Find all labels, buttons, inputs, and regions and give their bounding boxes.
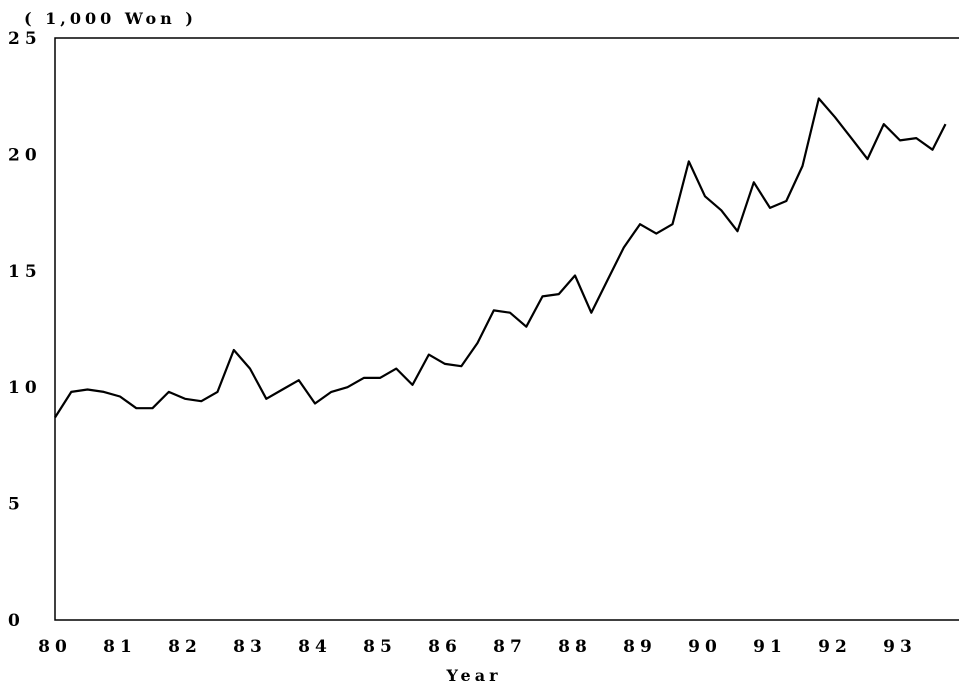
- plot-frame: [54, 37, 959, 621]
- x-tick-label: 86: [428, 637, 462, 657]
- x-axis-label: Year: [445, 666, 501, 685]
- y-tick-label: 10: [8, 378, 42, 398]
- y-axis-unit-label: ( 1,000 Won ): [24, 9, 197, 28]
- y-tick-label: 15: [8, 262, 42, 282]
- y-tick-label: 25: [8, 29, 42, 49]
- x-tick-label: 80: [38, 637, 72, 657]
- x-axis: 80 81 82 83 84 85 86 87 88 89 90 91 92 93: [38, 637, 917, 657]
- y-tick-label: 5: [8, 495, 25, 515]
- x-tick-label: 88: [558, 637, 592, 657]
- y-tick-label: 20: [8, 145, 42, 165]
- x-tick-label: 90: [688, 637, 722, 657]
- y-tick-label: 0: [8, 611, 25, 631]
- x-tick-label: 82: [168, 637, 202, 657]
- x-tick-label: 93: [883, 637, 917, 657]
- x-tick-label: 92: [818, 637, 852, 657]
- x-tick-label: 81: [103, 637, 137, 657]
- x-tick-label: 84: [298, 637, 332, 657]
- y-axis: 0 5 10 15 20 25: [8, 29, 42, 631]
- x-tick-label: 85: [363, 637, 397, 657]
- x-tick-label: 91: [753, 637, 787, 657]
- x-tick-label: 89: [623, 637, 657, 657]
- x-tick-label: 87: [493, 637, 527, 657]
- series-line: [54, 97, 947, 419]
- x-tick-label: 83: [233, 637, 267, 657]
- series-lines: [54, 97, 947, 419]
